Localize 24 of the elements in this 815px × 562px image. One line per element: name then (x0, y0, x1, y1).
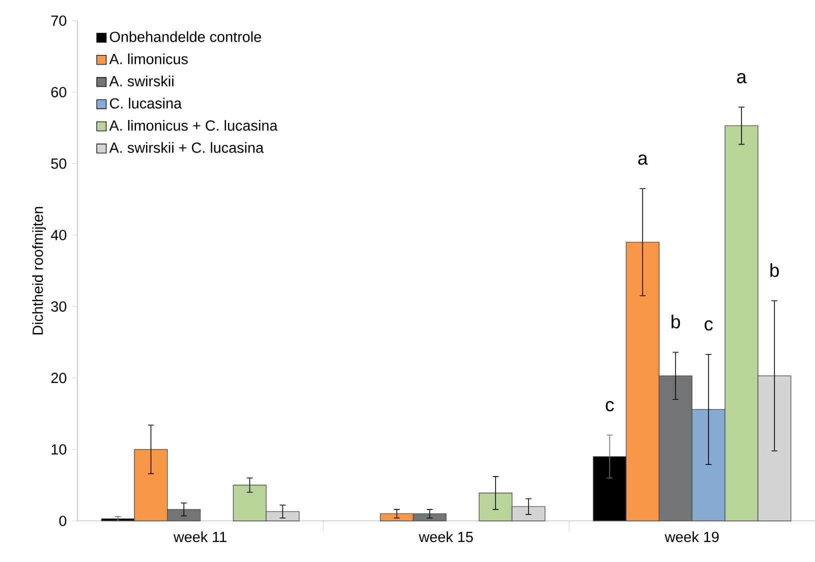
legend-label: C. lucasina (110, 98, 182, 108)
annotation: c (704, 320, 713, 330)
x-tick-label: week 11 (174, 531, 226, 542)
legend-label: A. swirskii (109, 76, 174, 86)
legend-label: A. swirskii + C. lucasina (109, 142, 264, 153)
y-tick-label: 30 (51, 301, 66, 312)
annotation: c (606, 400, 614, 412)
y-tick-label: 60 (51, 86, 66, 98)
legend-label: A. limonicus + C. lucasina (109, 120, 278, 131)
x-tick-label: week 19 (664, 531, 719, 542)
y-tick-label: 0 (59, 516, 66, 526)
y-tick-label: 70 (51, 15, 66, 26)
legend-label: A. limonicus (109, 53, 188, 64)
x-tick-label: week 15 (418, 531, 473, 542)
legend-label: Onbehandelde controle (110, 31, 262, 42)
annotation: a (638, 154, 648, 165)
y-tick-label: 50 (51, 158, 66, 169)
annotation: b (672, 314, 680, 328)
y-axis-title: Dichtheid roofmijten (32, 206, 46, 334)
y-tick-label: 20 (51, 372, 66, 384)
annotation: b (770, 263, 779, 277)
y-tick-label: 40 (50, 230, 66, 240)
y-tick-label: 10 (52, 444, 66, 454)
annotation: a (737, 72, 747, 84)
